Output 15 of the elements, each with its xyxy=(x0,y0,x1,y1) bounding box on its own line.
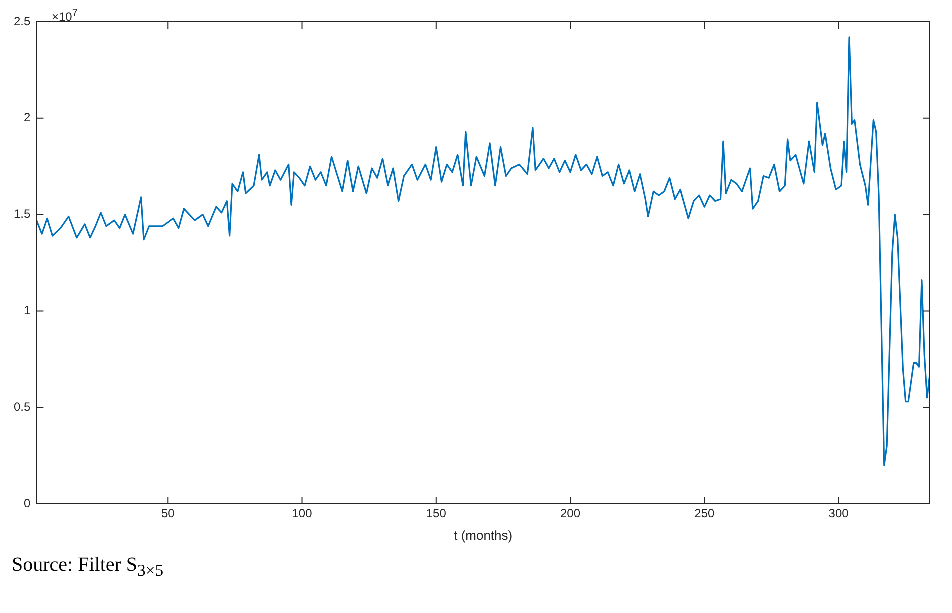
x-tick-label: 150 xyxy=(426,506,447,521)
y-tick-label: 2 xyxy=(24,110,31,125)
x-tick-label: 300 xyxy=(828,506,850,521)
x-tick-label: 250 xyxy=(694,506,715,521)
y-tick-label: 0.5 xyxy=(14,400,31,414)
x-axis-title: t (months) xyxy=(454,528,513,543)
y-tick-label: 0 xyxy=(24,496,31,510)
x-tick-label: 200 xyxy=(560,506,581,521)
x-tick-label: 100 xyxy=(292,506,313,521)
annotation: ×10$^{7}$ xyxy=(52,8,78,24)
y-tick-label: 2.5 xyxy=(14,14,31,28)
source-note: Source: Filter S$_{3×5}$ xyxy=(12,554,165,581)
y-tick-label: 1.5 xyxy=(14,207,31,222)
y-tick-label: 1 xyxy=(24,304,31,318)
x-tick-label: 50 xyxy=(161,506,176,521)
